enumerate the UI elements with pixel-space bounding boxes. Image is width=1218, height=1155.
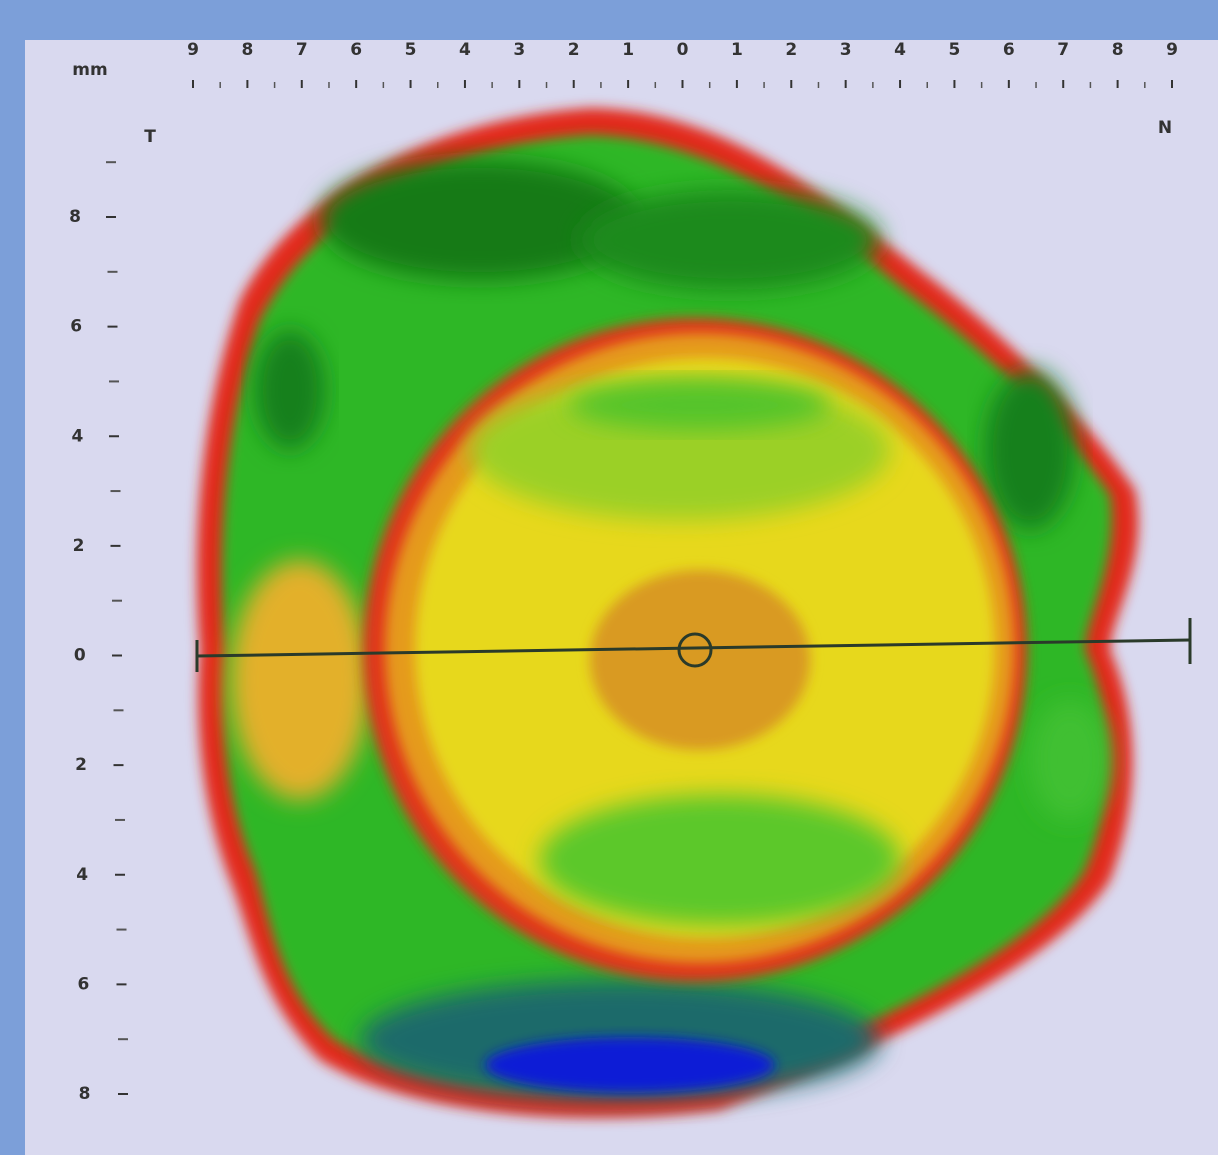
x-tick-label: 9	[187, 40, 199, 60]
x-tick-label: 0	[677, 40, 689, 60]
green-patch	[1030, 700, 1110, 820]
orange-patch	[230, 560, 370, 800]
dark-patch	[580, 190, 880, 290]
green-band	[540, 795, 900, 925]
x-tick-label: 2	[568, 40, 580, 60]
x-tick-label: 3	[513, 40, 525, 60]
y-tick-label: 2	[73, 536, 85, 556]
topography-map	[196, 108, 1139, 1118]
x-tick-label: 5	[405, 40, 417, 60]
x-tick-label: 8	[1112, 40, 1124, 60]
axes: 9 8 7 6 5 4 3 2 1 0 1 2 3 4 5 6 7 8 9 8 6 4 2 0 2 4 6 8	[69, 40, 1178, 1104]
x-tick-label: 4	[459, 40, 471, 60]
y-tick-label: 6	[77, 974, 89, 994]
meridian	[195, 618, 1192, 672]
nasal-label: N	[1158, 118, 1172, 138]
dark-patch	[320, 160, 640, 280]
y-tick-label: 2	[75, 755, 87, 775]
x-tick-label: 7	[1057, 40, 1069, 60]
x-tick-label: 9	[1166, 40, 1178, 60]
y-tick-label: 0	[74, 646, 86, 666]
x-tick-label: 5	[949, 40, 961, 60]
x-tick-label: 7	[296, 40, 308, 60]
x-tick-label: 6	[1003, 40, 1015, 60]
blue-patch	[485, 1037, 775, 1093]
green-band	[570, 380, 830, 430]
meridian-line	[196, 638, 1191, 658]
y-tick-label: 6	[70, 317, 82, 337]
x-tick-label: 3	[840, 40, 852, 60]
x-tick-label: 4	[894, 40, 906, 60]
x-tick-label: 8	[241, 40, 253, 60]
center-marker	[677, 632, 713, 668]
center-patch	[590, 570, 810, 750]
x-tick-label: 1	[731, 40, 743, 60]
x-tick-label: 1	[622, 40, 634, 60]
dark-patch	[255, 330, 325, 450]
temporal-label: T	[144, 127, 156, 147]
dark-patch	[985, 370, 1075, 530]
y-tick-label: 8	[69, 207, 81, 227]
unit-label: mm	[72, 60, 107, 80]
y-tick-label: 4	[76, 865, 88, 885]
y-tick-label: 8	[79, 1084, 91, 1104]
x-tick-label: 2	[785, 40, 797, 60]
x-tick-label: 6	[350, 40, 362, 60]
y-tick-label: 4	[71, 426, 83, 446]
